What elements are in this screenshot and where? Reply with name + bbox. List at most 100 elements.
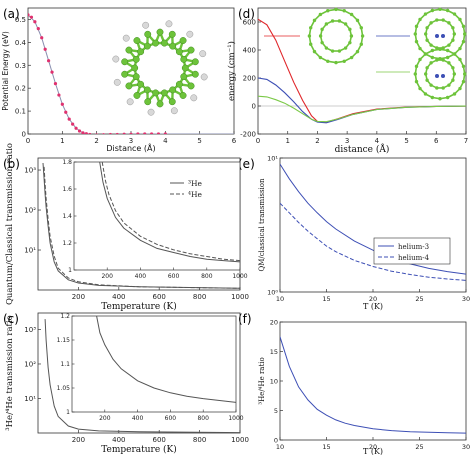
x-tick-label: 10: [276, 295, 284, 303]
hydrogen-atom: [170, 107, 178, 115]
carbon-atom: [187, 46, 195, 54]
panel-label-b: (b): [3, 157, 20, 171]
thumb-atom: [342, 59, 346, 63]
carbon-atom: [131, 64, 139, 72]
plot-frame: [279, 157, 467, 293]
series-line-2: [258, 95, 466, 123]
thumb-atom: [451, 38, 455, 42]
carbon-atom: [137, 80, 145, 88]
legend-b: ³He ⁴He: [170, 179, 203, 199]
data-point: [29, 15, 34, 19]
x-tick-label: 10: [276, 443, 284, 451]
thumb-atom: [438, 7, 442, 11]
thumb-atom: [418, 57, 422, 62]
thumb-atom: [458, 46, 462, 51]
plot-frame: [37, 312, 241, 434]
data-point: [163, 132, 167, 134]
thumb-atom: [312, 18, 317, 23]
inset-x-tick-label: 800: [197, 415, 209, 422]
inset-y-tick-label: 1.8: [62, 159, 72, 166]
inset-series-group: [96, 316, 236, 403]
inset-x-tick-label: 400: [135, 273, 147, 280]
data-point: [57, 93, 61, 97]
thumbnail-pore-red: [307, 7, 365, 65]
legend-box-e: [373, 237, 451, 265]
thumb-atom: [337, 49, 342, 53]
thumb-dopant-atom: [441, 34, 445, 38]
y-tick-label: 200: [243, 75, 256, 83]
x-axis-label: T (K): [363, 302, 383, 311]
thumb-atom: [447, 43, 451, 47]
thumb-atom: [429, 83, 433, 87]
thumb-atom: [309, 26, 313, 30]
thumb-atom: [418, 86, 422, 91]
x-tick-label: 25: [415, 295, 423, 303]
inset-series-line-0: [96, 316, 236, 403]
carbon-atom: [144, 30, 152, 38]
carbon-atom: [133, 92, 141, 99]
data-point: [36, 27, 40, 31]
data-point: [40, 36, 44, 40]
carbon-atom: [191, 70, 199, 78]
thumb-atom: [348, 27, 352, 32]
thumb-atom: [349, 34, 354, 38]
thumb-atom: [435, 46, 439, 50]
inset-x-tick-label: 400: [132, 415, 144, 422]
data-point: [108, 132, 112, 134]
carbon-atom: [187, 82, 195, 90]
series-line-1: [258, 77, 466, 124]
inset-b: 200 400 600 800 1000 1 1.2 1.4 1.6 1.8: [62, 159, 247, 280]
y-tick-label: 0: [274, 437, 278, 445]
data-point: [95, 133, 98, 134]
thumb-atom: [461, 24, 466, 29]
inset-y-tick-label: 1: [68, 267, 72, 274]
hydrogen-atom: [186, 30, 194, 38]
thumb-atom: [320, 27, 324, 32]
thumb-atom: [445, 55, 450, 60]
y-tick-label: 0.2: [15, 85, 26, 93]
thumb-atom: [348, 40, 352, 45]
data-point: [129, 132, 133, 134]
x-tick-label: 30: [462, 443, 470, 451]
x-axis-label: distance (Å): [335, 143, 390, 155]
hydrogen-atom: [200, 73, 208, 81]
carbon-atom: [160, 89, 168, 97]
carbon-atom: [143, 86, 151, 94]
y-tick-label: 0: [22, 131, 26, 139]
thumb-atom: [452, 12, 457, 16]
thumb-atom: [355, 18, 360, 23]
inset-y-tick-label: 1.4: [62, 213, 72, 220]
y-tick-label: 10³: [24, 326, 36, 334]
thumb-atom: [425, 66, 429, 70]
thumb-atom: [359, 42, 363, 46]
thumb-atom: [461, 39, 466, 44]
inset-c: 200 400 600 800 1000 1 1.05 1.1 1.15 1.2: [57, 313, 244, 422]
series-group: [42, 162, 240, 289]
x-tick-label: 5: [404, 137, 408, 145]
inset-frame: [73, 161, 241, 271]
y-axis-label: QM/classical transmission: [258, 178, 266, 272]
x-axis-label: T (K): [363, 447, 383, 455]
inset-x-tick-label: 600: [168, 273, 180, 280]
y-tick-label: 0.5: [15, 16, 26, 24]
thumb-atom: [349, 55, 354, 60]
x-tick-label: 1: [285, 137, 289, 145]
x-tick-label: 25: [415, 443, 423, 451]
x-tick-label: 0: [26, 137, 30, 145]
y-tick-label: 0: [252, 103, 256, 111]
series-group: [28, 13, 234, 134]
y-tick-label: 5: [274, 407, 278, 415]
inset-x-tick-label: 200: [99, 415, 111, 422]
thumb-atom: [324, 22, 329, 26]
thumb-atom: [330, 49, 335, 53]
thumb-atom: [447, 83, 451, 87]
x-tick-label: 4: [375, 137, 380, 145]
x-tick-label: 400: [112, 293, 125, 301]
carbon-atom: [175, 48, 183, 56]
thumb-dopant-atom: [435, 74, 439, 78]
inset-x-tick-label: 800: [201, 273, 213, 280]
series-line-0: [280, 336, 466, 434]
carbon-atom: [156, 100, 164, 108]
inset-y-tick-label: 1.05: [57, 385, 71, 392]
carbon-atom: [181, 64, 189, 72]
